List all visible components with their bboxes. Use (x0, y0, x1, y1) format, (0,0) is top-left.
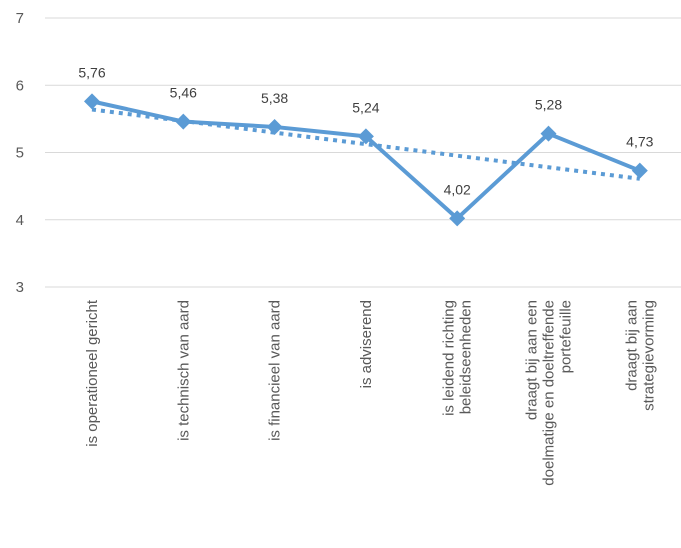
x-category-label-line: doelmatige en doeltreffende (541, 300, 558, 486)
y-tick-label: 6 (16, 77, 24, 94)
data-point-marker (357, 128, 374, 145)
data-point-marker (631, 162, 648, 179)
data-series (84, 93, 648, 227)
x-category-label-line: draagt bij aan een (524, 300, 541, 420)
y-tick-label: 7 (16, 10, 24, 27)
data-labels: 5,76 5,46 5,38 5,24 4,02 5,28 4,73 (78, 64, 653, 197)
data-label: 5,46 (170, 85, 197, 101)
data-point-marker (84, 93, 100, 110)
x-category-label: draagt bij aan strategievorming (623, 300, 657, 411)
data-label: 5,38 (261, 90, 288, 106)
x-category-label-line: draagt bij aan (623, 300, 640, 391)
data-label: 5,76 (78, 64, 105, 80)
x-category-label-line: strategievorming (640, 300, 657, 411)
x-category-label-line: beleidseenheden (458, 300, 475, 414)
data-label: 4,73 (626, 134, 653, 150)
x-category-label-line: is financieel van aard (267, 300, 284, 441)
x-category-label: is leidend richting beleidseenheden (441, 300, 475, 416)
data-label: 4,02 (444, 181, 471, 197)
x-category-label-line: is adviserend (358, 300, 375, 388)
gridlines (45, 17, 681, 288)
x-category-label: is financieel van aard (267, 300, 284, 441)
x-category-label: is operationeel gericht (84, 299, 101, 447)
data-point-marker (540, 125, 557, 142)
data-point-marker (266, 118, 283, 135)
y-tick-label: 3 (16, 279, 24, 296)
y-axis-ticks: 3 4 5 6 7 (16, 10, 24, 296)
x-category-label: is adviserend (358, 300, 375, 388)
x-category-label-line: is operationeel gericht (84, 299, 101, 447)
x-category-label: is technisch van aard (175, 300, 192, 441)
y-tick-label: 5 (16, 145, 24, 162)
data-point-marker (175, 113, 192, 130)
x-axis-labels: is operationeel gericht is technisch van … (84, 299, 657, 486)
data-label: 5,24 (352, 99, 379, 115)
y-tick-label: 4 (16, 212, 24, 229)
data-point-marker (449, 210, 466, 227)
data-label: 5,28 (535, 97, 562, 113)
x-category-label-line: is leidend richting (441, 300, 458, 416)
x-category-label-line: is technisch van aard (175, 300, 192, 441)
x-category-label-line: portefeuille (558, 300, 575, 373)
series-line (91, 99, 641, 221)
x-category-label: draagt bij aan een doelmatige en doeltref… (524, 300, 575, 486)
